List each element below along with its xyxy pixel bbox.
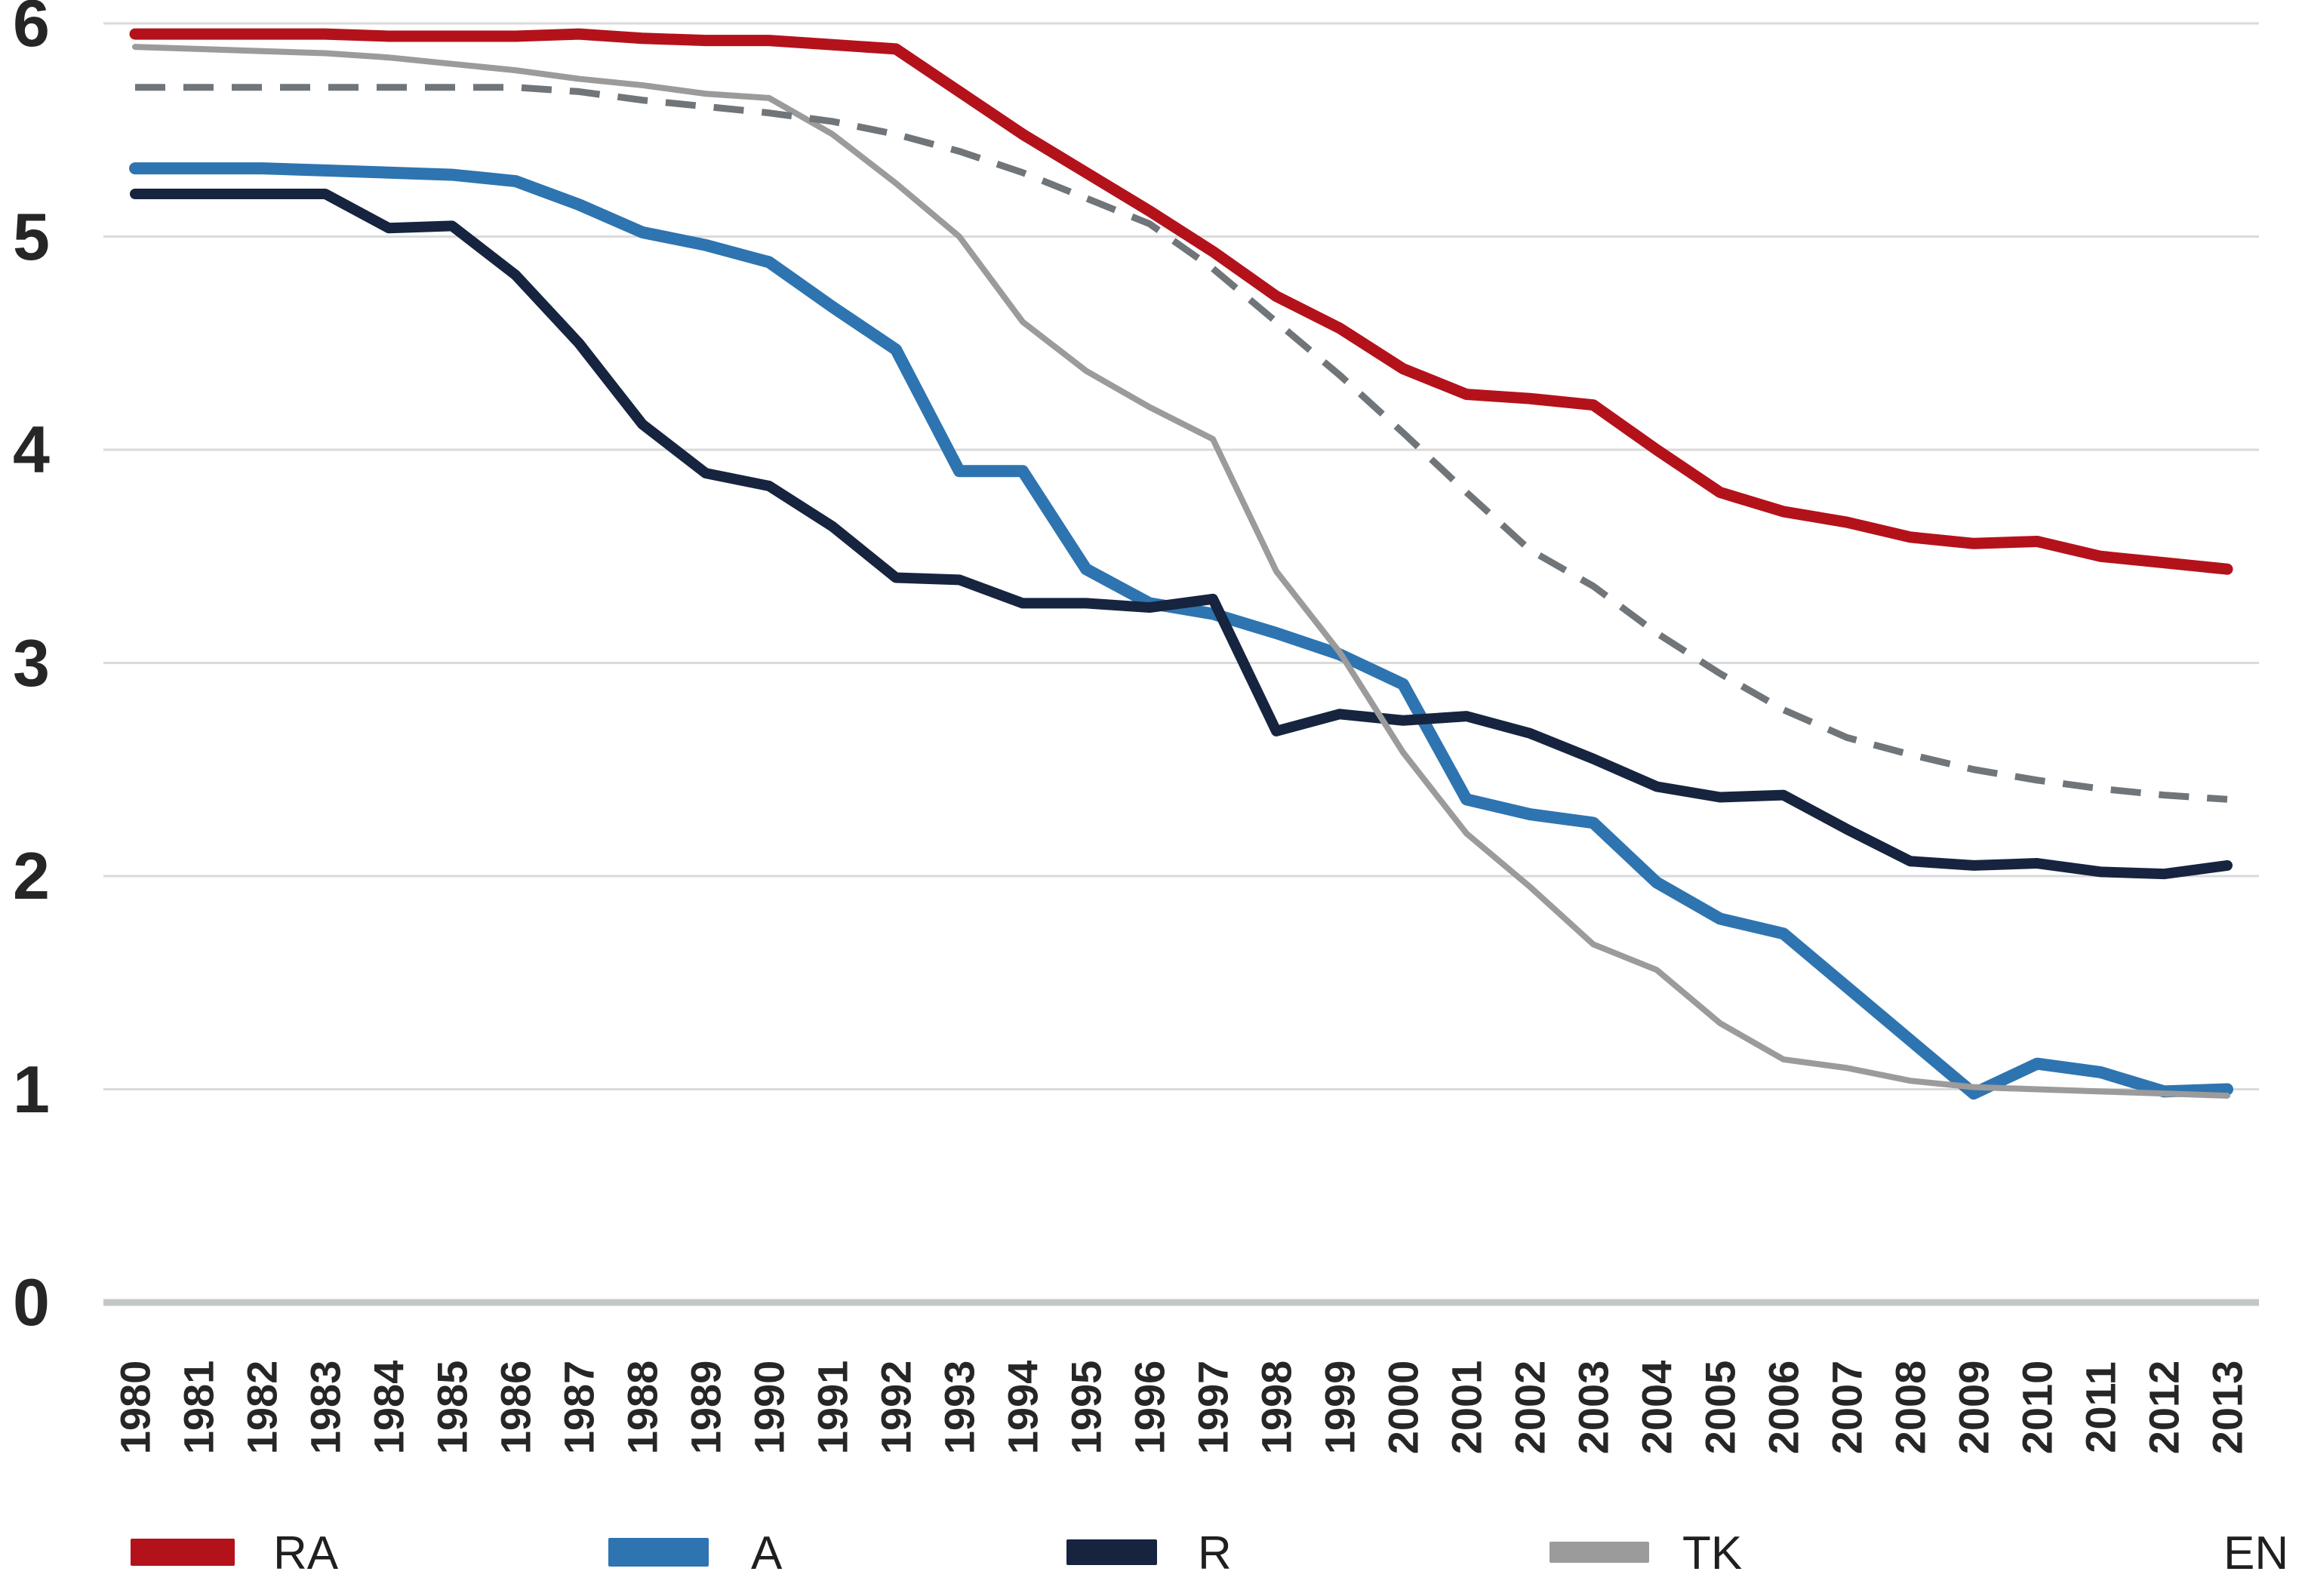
x-tick-label-2004: 2004 [1633,1360,1681,1455]
x-tick-label-2001: 2001 [1442,1360,1491,1455]
series-line-R [130,189,2233,880]
x-tick-label-1998: 1998 [1252,1360,1300,1455]
x-tick-label-1981: 1981 [174,1360,223,1455]
x-tick-label-2000: 2000 [1379,1360,1427,1455]
x-tick-label-2013: 2013 [2203,1360,2251,1455]
gridlines [103,22,2259,1306]
x-tick-label-1985: 1985 [428,1360,476,1455]
x-tick-label-2009: 2009 [1950,1360,1998,1455]
x-tick-label-2012: 2012 [2140,1360,2188,1455]
x-tick-label-2007: 2007 [1823,1360,1871,1455]
y-tick-label-6: 6 [13,0,50,60]
y-tick-label-3: 3 [13,625,50,700]
legend-swatch-A [608,1537,709,1567]
x-tick-label-2008: 2008 [1886,1360,1934,1455]
legend-item-TK: TK [0,1521,2302,1581]
x-tick-label-1984: 1984 [365,1360,413,1455]
y-tick-label-1: 1 [13,1051,50,1127]
legend-swatch-RA [131,1539,235,1566]
legend-label-A: A [751,1527,783,1579]
legend-label-R: R [1198,1527,1232,1579]
x-tick-label-1994: 1994 [999,1360,1047,1455]
legend-label-EN: EN [2224,1527,2289,1579]
y-tick-label-2: 2 [13,838,50,913]
y-tick-label-4: 4 [13,412,50,487]
x-tick-label-2011: 2011 [2076,1361,2125,1453]
x-tick-label-2005: 2005 [1696,1360,1744,1455]
x-tick-label-1995: 1995 [1062,1360,1110,1455]
x-tick-label-1991: 1991 [808,1360,857,1455]
x-tick-label-1983: 1983 [301,1360,349,1455]
x-tick-label-1992: 1992 [872,1360,920,1455]
legend-item-RA: RA [0,1521,2302,1581]
legend-swatch-R [1066,1539,1157,1565]
x-tick-label-1980: 1980 [111,1360,159,1455]
x-tick-label-1986: 1986 [491,1360,540,1455]
series-line-A [129,162,2233,1100]
legend-swatch-EN [2101,1545,2201,1559]
x-tick-label-2006: 2006 [1759,1360,1808,1455]
legend-item-A: A [0,1521,2302,1581]
legend-label-RA: RA [273,1527,339,1579]
series-lines [129,28,2233,1100]
x-tick-label-1988: 1988 [618,1360,666,1455]
x-tick-label-1990: 1990 [745,1360,793,1455]
x-tick-label-1999: 1999 [1316,1360,1364,1455]
legend-label-TK: TK [1682,1527,1743,1579]
legend-swatch-TK [1550,1542,1649,1563]
x-tick-label-1989: 1989 [682,1360,730,1455]
legend-item-R: R [0,1521,2302,1581]
series-line-TK [132,44,2230,1099]
x-tick-label-2010: 2010 [2013,1360,2061,1455]
series-line-EN [135,84,2228,803]
legend-item-EN: EN [0,1521,2302,1581]
x-tick-label-2002: 2002 [1506,1360,1554,1455]
x-tick-label-1987: 1987 [555,1360,603,1455]
x-tick-label-1982: 1982 [238,1360,286,1455]
y-tick-label-5: 5 [13,198,50,274]
x-tick-label-1993: 1993 [935,1360,983,1455]
x-tick-label-1997: 1997 [1189,1360,1237,1455]
x-tick-label-2003: 2003 [1569,1360,1617,1455]
y-tick-label-0: 0 [13,1265,50,1339]
x-tick-label-1996: 1996 [1125,1360,1174,1455]
series-line-RA [129,28,2233,575]
